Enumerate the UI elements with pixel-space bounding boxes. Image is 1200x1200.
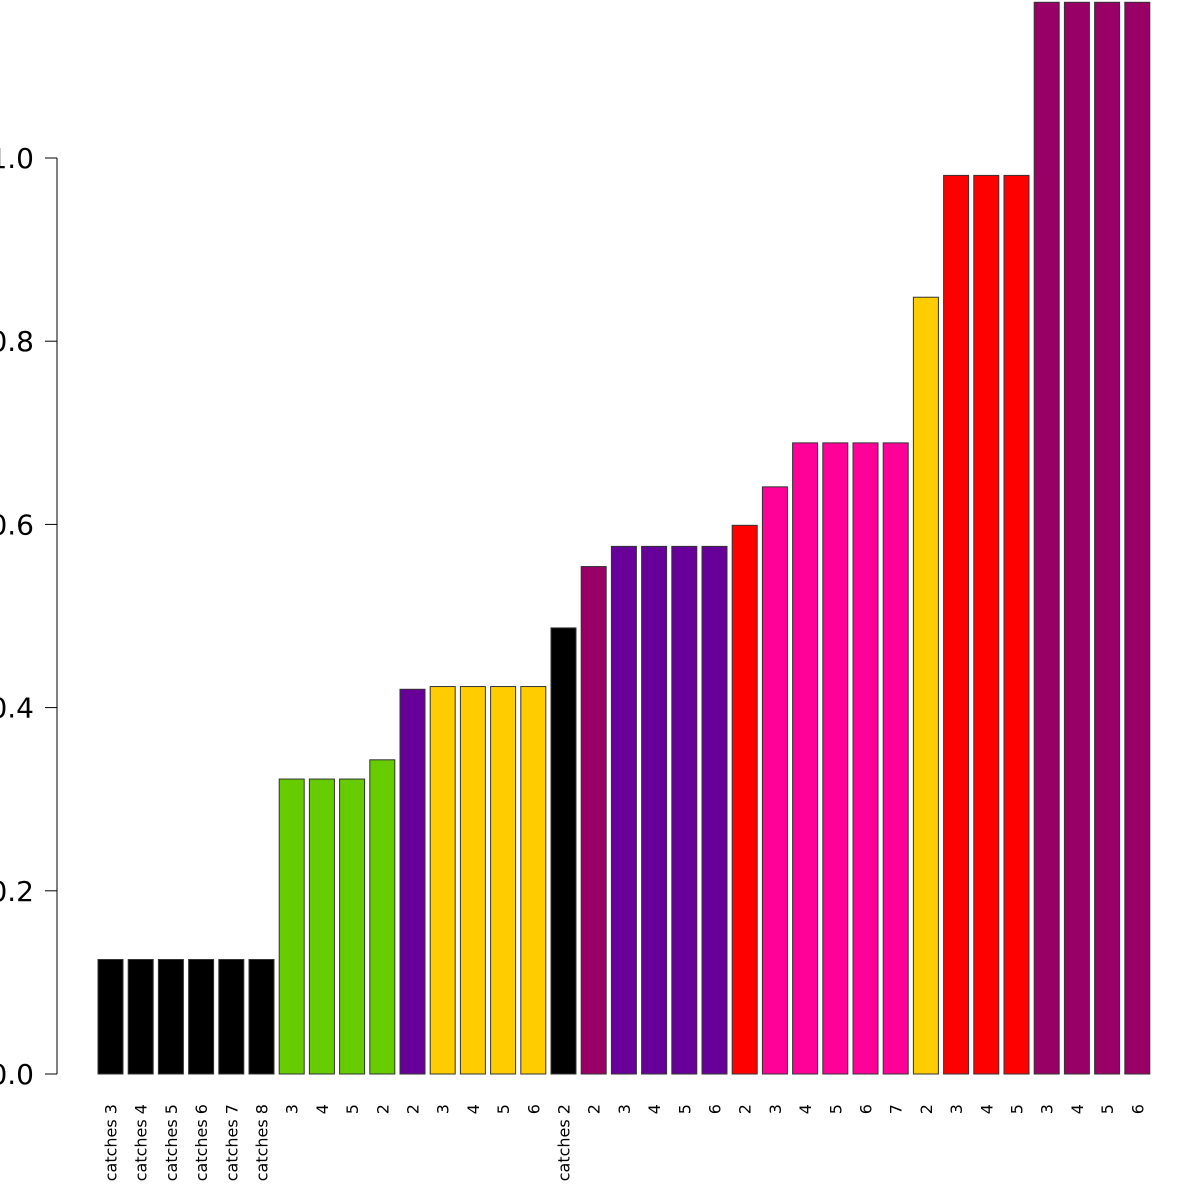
y-tick-label: 0.6 bbox=[0, 508, 34, 541]
y-tick-label: 0.2 bbox=[0, 875, 34, 908]
x-tick-label: 4 bbox=[645, 1104, 664, 1114]
x-tick-label: 2 bbox=[917, 1104, 936, 1114]
x-tick-label: 5 bbox=[343, 1104, 362, 1114]
x-tick-label: 2 bbox=[404, 1104, 423, 1114]
bar bbox=[1124, 1, 1151, 1075]
x-tick-label: catches 7 bbox=[222, 1104, 241, 1181]
y-tick-label: 0.0 bbox=[0, 1058, 34, 1091]
x-tick-label: 5 bbox=[1098, 1104, 1117, 1114]
x-tick-label: catches 5 bbox=[162, 1104, 181, 1181]
x-tick-label: 6 bbox=[1128, 1104, 1147, 1114]
y-axis: 0.0 0.2 0.4 0.6 0.8 1.0 bbox=[0, 142, 58, 1091]
bar bbox=[761, 486, 788, 1075]
bar bbox=[610, 545, 637, 1075]
bar bbox=[248, 959, 275, 1075]
bar bbox=[278, 778, 305, 1075]
x-tick-label: 5 bbox=[826, 1104, 845, 1114]
y-tick-label: 0.8 bbox=[0, 325, 34, 358]
bar bbox=[550, 627, 577, 1075]
bar bbox=[308, 778, 335, 1075]
bar bbox=[188, 959, 215, 1075]
x-tick-label: 3 bbox=[947, 1104, 966, 1114]
x-tick-label: 4 bbox=[313, 1104, 332, 1114]
bar bbox=[912, 296, 939, 1075]
x-tick-label: 7 bbox=[887, 1104, 906, 1114]
x-tick-label: catches 3 bbox=[102, 1104, 121, 1181]
x-tick-label: 3 bbox=[1038, 1104, 1057, 1114]
bar bbox=[490, 686, 517, 1075]
x-axis-labels: catches 3 catches 4 catches 5 catches 6 catc… bbox=[102, 1104, 1148, 1181]
y-tick-label: 0.4 bbox=[0, 692, 34, 725]
x-tick-label: catches 2 bbox=[555, 1104, 574, 1181]
bar bbox=[157, 959, 184, 1075]
bar bbox=[580, 566, 607, 1075]
bar bbox=[731, 524, 758, 1075]
bar bbox=[1094, 1, 1121, 1075]
bar bbox=[459, 686, 486, 1075]
bar bbox=[852, 442, 879, 1075]
bar bbox=[792, 442, 819, 1075]
x-tick-label: 4 bbox=[977, 1104, 996, 1114]
x-tick-label: 4 bbox=[1068, 1104, 1087, 1114]
x-tick-label: 2 bbox=[736, 1104, 755, 1114]
bars bbox=[97, 1, 1151, 1075]
bar bbox=[218, 959, 245, 1075]
bar bbox=[127, 959, 154, 1075]
x-tick-label: 3 bbox=[283, 1104, 302, 1114]
bar bbox=[973, 174, 1000, 1075]
bar bbox=[882, 442, 909, 1075]
x-tick-label: 5 bbox=[1008, 1104, 1027, 1114]
x-tick-label: 6 bbox=[857, 1104, 876, 1114]
bar bbox=[1033, 1, 1060, 1075]
x-tick-label: 4 bbox=[464, 1104, 483, 1114]
bar bbox=[429, 686, 456, 1075]
bar bbox=[339, 778, 366, 1075]
bar bbox=[822, 442, 849, 1075]
x-tick-label: 3 bbox=[615, 1104, 634, 1114]
bar bbox=[943, 174, 970, 1075]
bar bbox=[641, 545, 668, 1075]
bar bbox=[1003, 174, 1030, 1075]
x-tick-label: 3 bbox=[434, 1104, 453, 1114]
bar bbox=[399, 688, 426, 1075]
bar bbox=[369, 759, 396, 1075]
x-tick-label: 5 bbox=[675, 1104, 694, 1114]
bar bbox=[520, 686, 547, 1075]
bar bbox=[701, 545, 728, 1075]
x-tick-label: 4 bbox=[796, 1104, 815, 1114]
x-tick-label: 6 bbox=[706, 1104, 725, 1114]
bar bbox=[1063, 1, 1090, 1075]
y-tick-label: 1.0 bbox=[0, 142, 34, 175]
x-tick-label: catches 4 bbox=[132, 1104, 151, 1181]
bar bbox=[97, 959, 124, 1075]
x-tick-label: 2 bbox=[373, 1104, 392, 1114]
bar bbox=[671, 545, 698, 1075]
x-tick-label: catches 8 bbox=[253, 1104, 272, 1181]
x-tick-label: 3 bbox=[766, 1104, 785, 1114]
x-tick-label: 2 bbox=[585, 1104, 604, 1114]
x-tick-label: 6 bbox=[524, 1104, 543, 1114]
x-tick-label: 5 bbox=[494, 1104, 513, 1114]
x-tick-label: catches 6 bbox=[192, 1104, 211, 1181]
